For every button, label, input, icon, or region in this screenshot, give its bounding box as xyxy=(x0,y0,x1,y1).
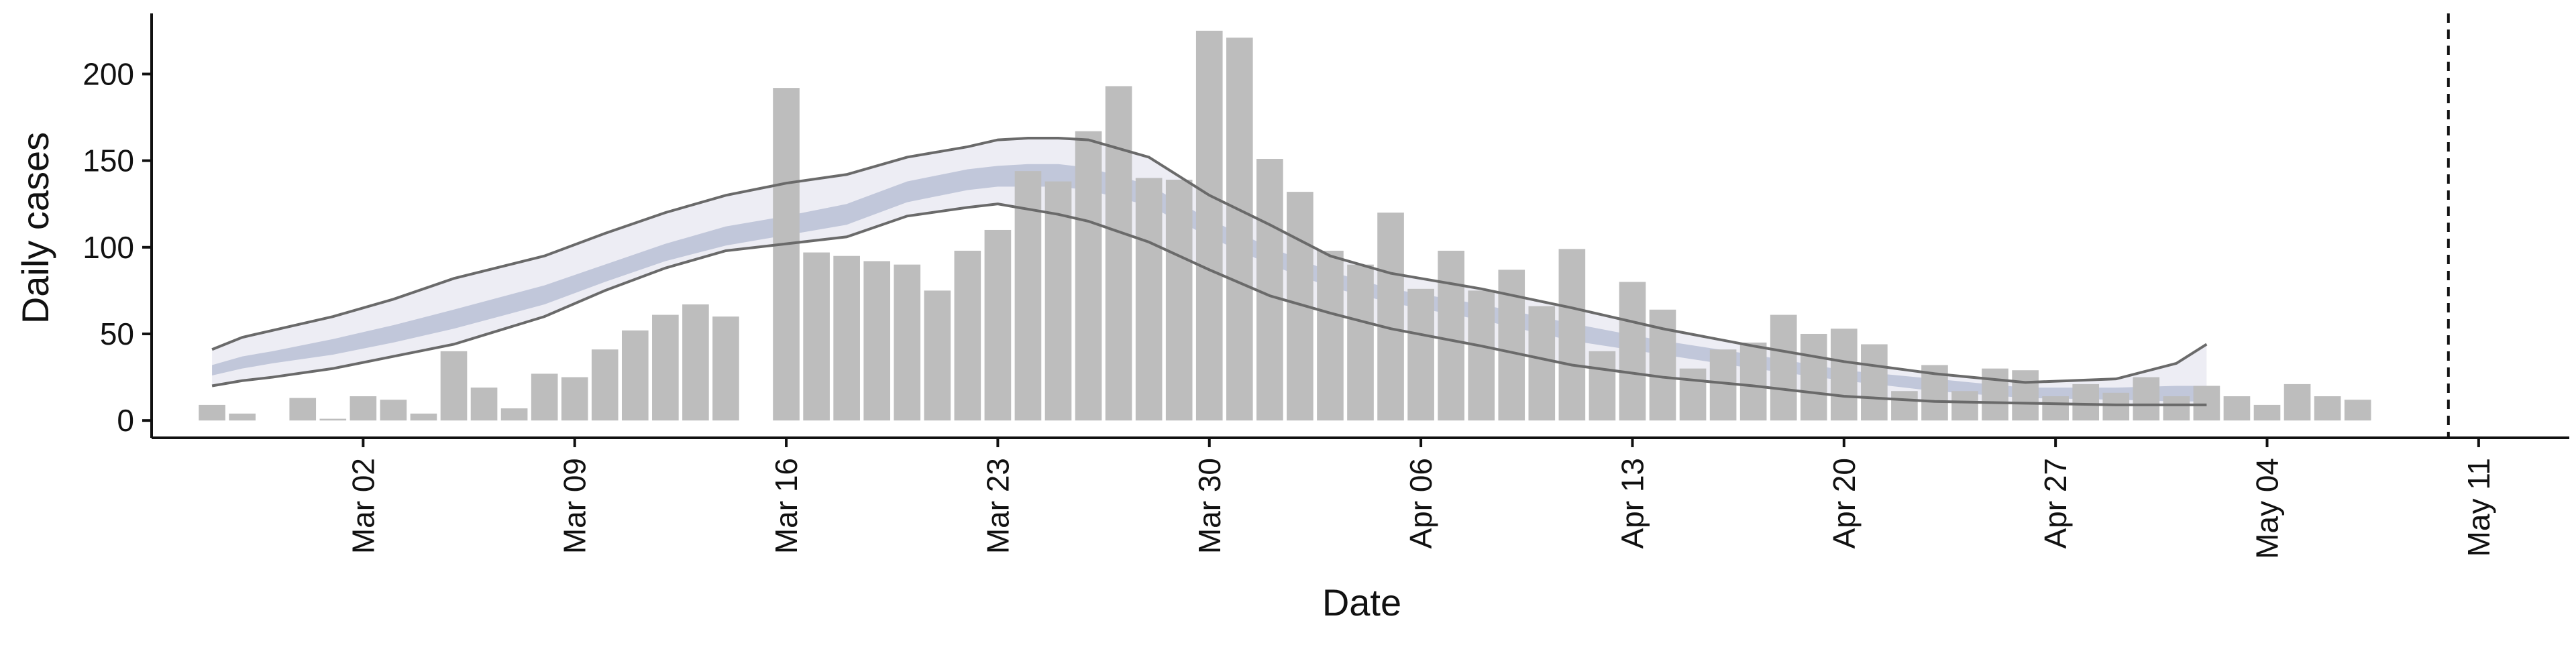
bar xyxy=(440,351,468,421)
band-line-layer xyxy=(211,13,2450,438)
bar xyxy=(2284,384,2311,421)
bar xyxy=(682,304,709,421)
bar xyxy=(1830,329,1858,421)
bar xyxy=(1770,314,1797,421)
x-tick-label: May 11 xyxy=(2461,458,2496,556)
x-tick-label: Mar 09 xyxy=(557,458,592,554)
bar xyxy=(1195,30,1223,421)
bar xyxy=(1438,250,1464,421)
bar xyxy=(894,264,921,421)
x-tick-label: Mar 02 xyxy=(345,458,380,554)
bar xyxy=(1256,159,1283,421)
bar xyxy=(863,261,891,421)
x-tick-label: Mar 16 xyxy=(769,458,804,554)
bar xyxy=(1528,306,1556,421)
bar xyxy=(229,413,256,421)
bar xyxy=(1468,290,1495,421)
bar xyxy=(1226,38,1253,421)
bar xyxy=(319,418,347,421)
bar xyxy=(2012,370,2039,421)
bar xyxy=(2253,404,2281,421)
bar xyxy=(1891,391,1918,421)
bar xyxy=(1347,264,1374,421)
bar xyxy=(470,388,498,421)
bar xyxy=(2042,396,2069,421)
x-axis-title: Date xyxy=(1322,581,1401,624)
x-tick-label: Apr 20 xyxy=(1827,458,1862,549)
x-tick-label: Mar 23 xyxy=(980,458,1015,554)
lower-band-line xyxy=(211,202,2207,406)
bar xyxy=(1739,342,1767,421)
y-tick-label: 200 xyxy=(83,56,134,91)
bar xyxy=(954,250,981,421)
bar xyxy=(1861,344,1888,421)
bar xyxy=(1589,351,1616,421)
y-tick-label: 50 xyxy=(100,316,134,351)
y-tick-label: 100 xyxy=(83,230,134,265)
bar xyxy=(2072,384,2100,421)
x-tick-label: Mar 30 xyxy=(1192,458,1227,554)
bar xyxy=(289,398,317,421)
bar xyxy=(924,290,951,421)
x-tick-label: Apr 06 xyxy=(1403,458,1438,549)
bar xyxy=(410,413,437,421)
bar xyxy=(2344,400,2371,421)
y-tick-label: 0 xyxy=(117,403,134,438)
bar xyxy=(1165,180,1193,421)
bar xyxy=(591,349,619,421)
bar xyxy=(1951,391,1978,421)
bar xyxy=(561,377,588,421)
bar-layer xyxy=(199,30,2371,421)
x-tick-label: Apr 27 xyxy=(2038,458,2073,549)
bar xyxy=(2223,396,2251,421)
x-tick-label: May 04 xyxy=(2250,458,2285,559)
bar xyxy=(833,255,860,421)
bar xyxy=(1679,368,1707,421)
bar xyxy=(1558,249,1586,421)
bar xyxy=(621,330,649,421)
upper-band-line xyxy=(211,137,2208,384)
bar xyxy=(380,400,407,421)
bar xyxy=(1105,86,1132,421)
bar xyxy=(1619,282,1646,421)
bar xyxy=(773,88,800,421)
bar xyxy=(1135,178,1163,421)
bar xyxy=(1014,171,1042,421)
bar xyxy=(2133,377,2160,421)
x-tick-label: Apr 13 xyxy=(1615,458,1650,549)
bar xyxy=(531,373,558,421)
bar xyxy=(984,229,1012,421)
bar xyxy=(1982,368,2008,421)
y-axis-title: Daily cases xyxy=(14,132,56,324)
bar xyxy=(2314,396,2341,421)
bar xyxy=(2102,392,2130,421)
bar xyxy=(199,404,225,421)
bar xyxy=(803,252,830,421)
y-tick-label: 150 xyxy=(83,143,134,178)
bar xyxy=(350,396,377,421)
bar xyxy=(2193,386,2220,421)
bar xyxy=(1407,288,1434,421)
bar xyxy=(1317,250,1344,421)
bar xyxy=(2163,396,2190,421)
bar xyxy=(652,314,679,421)
axes-layer: 0 50 100 150 200 Mar 02 Mar 09 Mar 16 Mar 23 Mar … xyxy=(83,13,2569,559)
bar xyxy=(1044,181,1072,421)
bar xyxy=(1075,131,1102,421)
axis-label-layer: Date Daily cases xyxy=(14,132,1401,624)
bar xyxy=(712,316,739,421)
bar xyxy=(1800,333,1827,421)
bar xyxy=(500,408,528,421)
bar xyxy=(1377,213,1404,421)
